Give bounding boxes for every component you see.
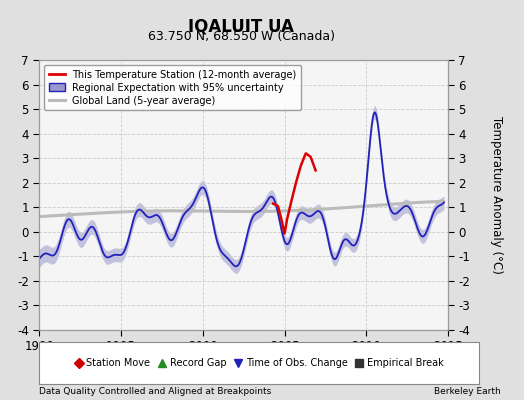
Text: IQALUIT UA: IQALUIT UA — [188, 18, 294, 36]
Text: 63.750 N, 68.550 W (Canada): 63.750 N, 68.550 W (Canada) — [148, 30, 334, 43]
Legend: This Temperature Station (12-month average), Regional Expectation with 95% uncer: This Temperature Station (12-month avera… — [44, 65, 301, 110]
Legend: Station Move, Record Gap, Time of Obs. Change, Empirical Break: Station Move, Record Gap, Time of Obs. C… — [72, 355, 447, 371]
Y-axis label: Temperature Anomaly (°C): Temperature Anomaly (°C) — [490, 116, 503, 274]
Text: Berkeley Earth: Berkeley Earth — [434, 387, 500, 396]
Text: Data Quality Controlled and Aligned at Breakpoints: Data Quality Controlled and Aligned at B… — [39, 387, 271, 396]
